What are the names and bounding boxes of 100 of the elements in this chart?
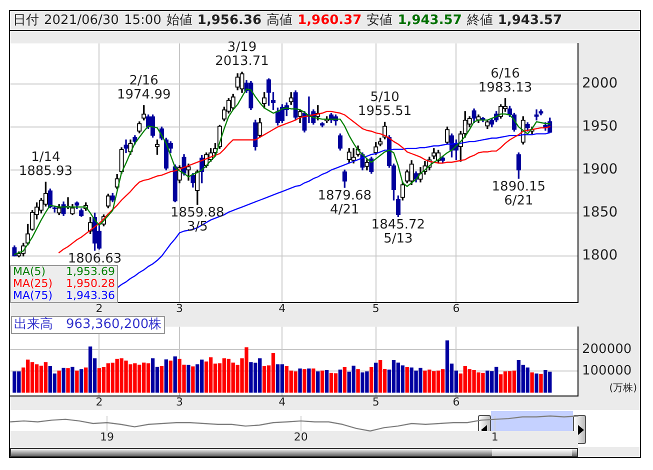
bar (539, 374, 543, 393)
bar (160, 366, 164, 393)
annotation: 2/16 1974.99 (116, 73, 171, 102)
text: MA(25) (13, 276, 53, 290)
bar (204, 361, 208, 393)
x-tick-label: 6 (452, 302, 460, 316)
x-tick-label: 3 (176, 395, 184, 408)
bar (164, 359, 168, 393)
bar (298, 368, 302, 393)
x-tick-label: 5 (372, 395, 380, 408)
annotation: 1,950.28 (66, 276, 115, 290)
x-tick-label: 5 (372, 302, 380, 316)
x-tick-label: 2 (96, 395, 103, 408)
bar (486, 370, 490, 393)
annotation: 1,953.69 (66, 264, 115, 278)
chart-title: 出来高 963,360,200株 (11, 316, 165, 334)
bar (392, 360, 396, 393)
bar (338, 370, 342, 393)
x-tick-label: 3 (176, 302, 184, 316)
bar (39, 366, 44, 393)
bar (57, 370, 61, 393)
bar (400, 365, 404, 393)
bar (405, 367, 409, 393)
y-tick-label: 2000 (582, 76, 618, 92)
y-tick-label: 100000 (582, 363, 632, 378)
bar (423, 370, 427, 393)
bar (262, 366, 266, 393)
bar (352, 366, 356, 393)
bar (498, 374, 503, 393)
bar (70, 366, 74, 393)
bar (186, 364, 190, 393)
bar (307, 368, 311, 393)
bar (294, 371, 298, 393)
bar (445, 340, 450, 393)
annotation: 5/10 1955.51 (358, 90, 412, 120)
bar (508, 371, 512, 393)
bar (378, 360, 382, 393)
x-tick-label: 6 (452, 395, 460, 408)
annotation: 1806.63 (68, 251, 122, 266)
x-tick-label: 4 (278, 302, 286, 316)
bar (208, 357, 213, 393)
x-tick-label: 19 (100, 430, 114, 444)
annotation: 1879.68 4/21 (318, 188, 372, 218)
bar (173, 356, 177, 393)
bar (66, 368, 70, 393)
bar (62, 368, 66, 393)
annotation: 1/14 1885.93 (18, 150, 73, 179)
y-tick-label: 1850 (582, 204, 618, 221)
chart-title: 日付 2021/06/30 15:00 始値 1,956.36 高値 1,960.37 安値 1,943.57 終値 1,943.57 (13, 13, 562, 28)
bar (271, 352, 276, 393)
y-tick-label: 1800 (582, 248, 618, 264)
bar (342, 367, 346, 393)
bar (329, 372, 334, 393)
bar (374, 362, 378, 393)
y-tick-label: 200000 (582, 342, 632, 358)
bar (80, 369, 84, 393)
bar (75, 370, 79, 393)
bar (544, 370, 548, 393)
bar (168, 360, 172, 393)
bar (88, 346, 92, 393)
x-tick-label: 1 (491, 430, 498, 444)
bar (30, 362, 34, 393)
bar (276, 364, 280, 393)
annotation: 6/16 1983.13 (478, 66, 532, 96)
annotation: 1845.72 5/13 (371, 218, 426, 247)
bar (84, 367, 88, 393)
bar (530, 372, 534, 393)
annotation: 3/19 2013.71 (215, 40, 269, 69)
annotation: 1,943.36 (66, 288, 115, 302)
y-tick-label: 1900 (582, 162, 618, 178)
bar (512, 370, 516, 393)
x-tick-label: 4 (278, 395, 286, 408)
bar (34, 364, 39, 393)
x-tick-label: 2 (96, 302, 103, 316)
bar (280, 364, 284, 393)
bar (440, 369, 445, 393)
y-axis-title: (万株) (609, 382, 637, 395)
series-label: MA(5) (13, 264, 46, 278)
bar (191, 366, 195, 393)
bar (534, 373, 538, 393)
bar (102, 367, 106, 393)
bar (312, 368, 316, 393)
annotation: 1890.15 6/21 (492, 179, 546, 208)
bar (334, 373, 338, 393)
y-tick-label: 1950 (582, 118, 618, 135)
text: MA(75) (13, 288, 53, 302)
bar (396, 362, 400, 393)
bar (503, 371, 508, 393)
bar (324, 370, 329, 393)
bar (302, 369, 306, 393)
bar (249, 362, 253, 393)
bar (150, 358, 155, 393)
bar (370, 367, 374, 393)
bar (526, 367, 530, 393)
bar (356, 369, 360, 393)
bar (146, 363, 150, 393)
bar (97, 368, 102, 393)
x-tick-label: 20 (294, 430, 308, 444)
bar (320, 370, 324, 393)
bar (44, 362, 48, 393)
